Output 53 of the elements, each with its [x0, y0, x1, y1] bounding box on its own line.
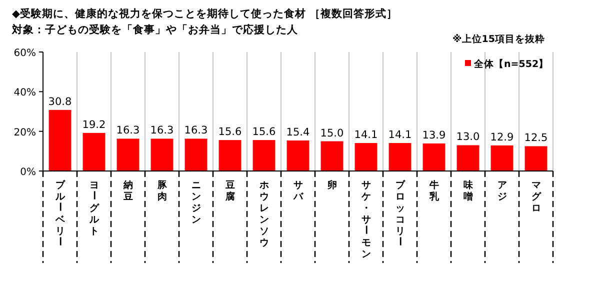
y-tick-label: 40% [14, 88, 36, 99]
data-label: 15.6 [252, 126, 276, 138]
x-tick-label: ホウレンソウ [258, 180, 270, 248]
data-label: 19.2 [82, 118, 106, 131]
x-tick-label: サケ・サーモン [360, 180, 372, 260]
bar [490, 145, 514, 171]
x-tick-label: ニンジン [191, 180, 202, 226]
x-tick-label: サバ [292, 180, 304, 202]
x-tick-label: 豚肉 [156, 179, 168, 202]
legend-label: 全体【n=552】 [473, 58, 549, 70]
y-tick-label: 60% [14, 48, 36, 59]
data-label: 16.3 [116, 124, 140, 137]
bar [252, 140, 276, 171]
x-tick-label: 味噌 [463, 179, 474, 202]
bar [48, 110, 72, 171]
bar [286, 140, 310, 171]
bar [388, 143, 412, 171]
x-tick-label: アジ [497, 180, 508, 202]
bar [116, 138, 140, 171]
data-label: 14.1 [388, 129, 412, 142]
bar [82, 132, 106, 171]
y-tick-label: 20% [14, 127, 36, 138]
data-label: 16.3 [184, 124, 208, 137]
x-tick-label: ブルーベリー [54, 179, 66, 246]
data-label: 16.3 [150, 124, 174, 137]
bar [422, 143, 446, 171]
x-tick-label: ヨーグルト [88, 180, 100, 237]
x-tick-label: ブロッコリー [394, 179, 406, 246]
data-label: 13.9 [422, 129, 446, 142]
x-tick-label: マグロ [531, 180, 542, 214]
bar [456, 145, 480, 171]
x-tick-label: 納豆 [122, 179, 134, 202]
bar [184, 138, 208, 171]
x-tick-label: 卵 [326, 179, 338, 191]
x-tick-label: 豆腐 [224, 179, 236, 202]
x-tick-label: 牛乳 [428, 179, 440, 202]
data-label: 14.1 [354, 129, 378, 142]
text: ※上位15項目を抜粋 [452, 33, 545, 45]
data-label: 15.6 [218, 126, 242, 138]
bar [354, 143, 378, 171]
bar [218, 140, 242, 171]
y-tick-label: 0% [20, 167, 36, 178]
bar [524, 146, 548, 171]
data-label: 30.8 [48, 96, 72, 108]
chart-subtitle: 対象：子どもの受験を「食事」や「お弁当」で応援した人 [11, 23, 299, 36]
chart-title: ◆受験期に、健康的な視力を保つことを期待して使った食材 ［複数回答形式］ [12, 7, 398, 20]
data-label: 13.0 [456, 131, 480, 144]
bar [320, 141, 344, 171]
data-label: 12.9 [490, 131, 514, 144]
data-label: 15.0 [320, 127, 344, 140]
bar [150, 138, 174, 171]
data-label: 15.4 [286, 126, 310, 138]
data-label: 12.5 [524, 132, 548, 144]
